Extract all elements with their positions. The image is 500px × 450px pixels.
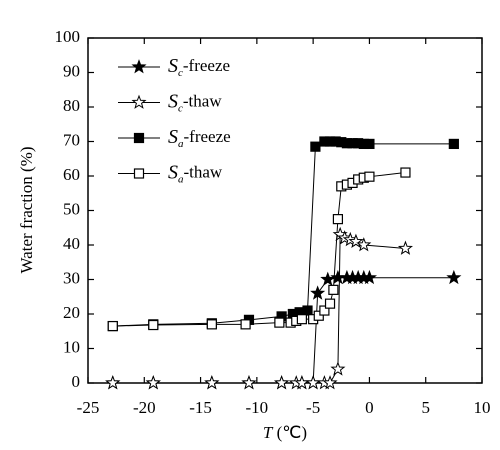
y-tick-label: 60 [63,165,80,184]
marker [302,305,313,316]
x-tick-label: -20 [133,398,156,417]
marker [364,138,375,150]
legend-marker [131,94,147,109]
x-tick-label: 10 [474,398,491,417]
legend-marker [133,168,145,179]
marker [322,375,338,390]
marker [400,167,411,178]
marker [274,317,285,328]
marker [107,320,118,332]
legend-label: Sa-freeze [168,126,231,150]
legend-marker [133,132,145,144]
marker [448,138,459,150]
marker [204,375,220,390]
marker [274,375,290,390]
y-tick-label: 0 [72,372,81,391]
y-tick-label: 100 [55,27,81,46]
x-tick-label: -10 [246,398,269,417]
marker [328,284,339,295]
legend-marker [131,59,147,74]
marker [310,141,321,152]
legend-label: Sc-thaw [168,90,222,114]
legend-label: Sc-freeze [168,55,230,79]
marker [105,375,121,390]
marker [145,375,161,390]
marker [305,375,321,390]
y-tick-label: 50 [63,199,80,218]
y-axis-label: Water fraction (%) [17,146,36,273]
marker [324,298,336,309]
marker [313,310,324,321]
marker [310,285,326,300]
marker [296,314,307,325]
marker [320,271,336,286]
x-tick-label: 5 [421,398,430,417]
y-tick-label: 20 [63,303,80,322]
marker [240,319,251,330]
marker [364,171,375,182]
marker [348,233,364,248]
legend-label: Sa-thaw [168,161,223,185]
series-line [112,233,406,384]
marker [332,214,344,225]
marker [330,361,346,376]
y-tick-label: 10 [63,337,80,356]
y-tick-label: 30 [63,268,80,287]
plot-frame [87,37,483,384]
y-tick-label: 90 [63,61,80,80]
marker [241,375,257,390]
x-tick-label: -25 [77,398,100,417]
marker [319,305,330,316]
y-tick-label: 40 [63,234,80,253]
y-tick-label: 80 [63,96,80,115]
y-tick-label: 70 [63,130,80,149]
marker [397,240,413,255]
x-tick-label: -5 [306,398,320,417]
marker [206,319,217,330]
x-axis-label: T (℃) [263,423,307,442]
x-tick-label: 0 [365,398,374,417]
marker [361,269,377,285]
x-tick-label: -15 [189,398,212,417]
marker [148,319,159,331]
series-line [112,277,454,384]
marker [356,237,372,252]
marker [446,269,462,285]
